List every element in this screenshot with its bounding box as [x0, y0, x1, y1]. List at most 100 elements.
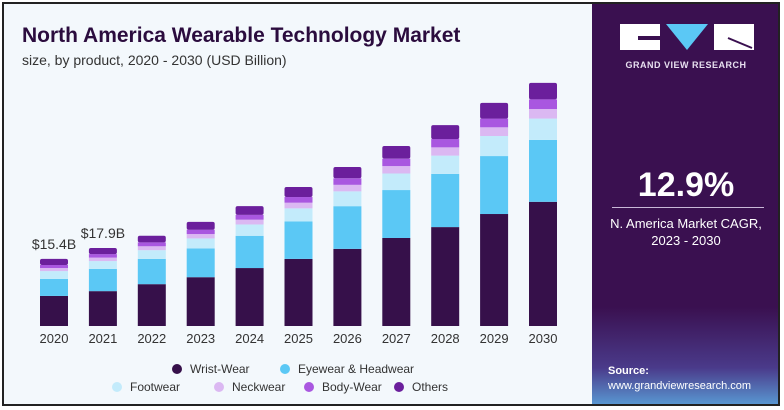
x-tick-label: 2028: [431, 331, 460, 346]
x-tick-label: 2022: [137, 331, 166, 346]
bar-segment-eyewear-headwear-2023: [186, 248, 215, 278]
bar-segment-body-wear-2029: [480, 118, 509, 128]
x-tick-label: 2021: [88, 331, 117, 346]
bar-segment-eyewear-headwear-2021: [88, 268, 117, 292]
legend-label: Footwear: [130, 380, 181, 394]
bar-segment-eyewear-headwear-2022: [137, 258, 166, 285]
bar-segment-neckwear-2024: [235, 219, 264, 225]
bar-segment-neckwear-2020: [40, 268, 68, 272]
legend-label: Wrist-Wear: [190, 362, 250, 376]
bar-segment-others-2029: [480, 102, 509, 119]
source-url[interactable]: www.grandviewresearch.com: [608, 380, 752, 392]
x-tick-label: 2025: [284, 331, 313, 346]
bar-segment-wrist-wear-2026: [333, 248, 362, 326]
bar-segment-wrist-wear-2022: [137, 284, 166, 326]
bar-segment-wrist-wear-2029: [480, 214, 509, 326]
legend-item: Body-Wear: [304, 380, 382, 394]
bar-segment-body-wear-2021: [88, 254, 117, 258]
bar-segment-others-2026: [333, 166, 362, 179]
bar-segment-body-wear-2027: [382, 158, 411, 167]
source-label: Source:: [608, 365, 649, 377]
bar-segment-footwear-2027: [382, 173, 411, 191]
bar-segment-neckwear-2027: [382, 166, 411, 174]
grand-view-research-logo: [620, 24, 754, 50]
bar-segment-eyewear-headwear-2027: [382, 190, 411, 238]
bar-segment-others-2028: [431, 125, 460, 140]
chart-frame: North America Wearable Technology Market…: [2, 2, 780, 406]
bar-segment-eyewear-headwear-2024: [235, 235, 264, 269]
bar-segment-body-wear-2022: [137, 242, 166, 247]
data-label: $17.9B: [81, 225, 125, 241]
bar-segment-wrist-wear-2028: [431, 227, 460, 326]
legend-label: Body-Wear: [322, 380, 382, 394]
legend-swatch: [394, 382, 404, 392]
bar-segment-footwear-2025: [284, 208, 313, 222]
bar-segment-eyewear-headwear-2026: [333, 206, 362, 249]
legend-item: Neckwear: [214, 380, 285, 394]
bar-segment-body-wear-2030: [529, 99, 557, 110]
cagr-label: N. America Market CAGR, 2023 - 2030: [592, 215, 778, 249]
x-tick-label: 2024: [235, 331, 264, 346]
bar-segment-footwear-2022: [137, 250, 166, 259]
legend-swatch: [304, 382, 314, 392]
legend-item: Others: [394, 380, 448, 394]
data-label: $15.4B: [32, 236, 76, 252]
legend-swatch: [280, 364, 290, 374]
bar-segment-footwear-2028: [431, 155, 460, 174]
x-tick-label: 2029: [480, 331, 509, 346]
legend-swatch: [214, 382, 224, 392]
chart-subtitle: size, by product, 2020 - 2030 (USD Billi…: [22, 52, 287, 68]
bar-segment-others-2024: [235, 206, 264, 215]
bar-segment-neckwear-2022: [137, 246, 166, 251]
bar-segment-neckwear-2021: [88, 257, 117, 262]
bar-segment-footwear-2030: [529, 118, 557, 140]
bar-segment-neckwear-2023: [186, 234, 215, 239]
bar-segment-others-2022: [137, 235, 166, 243]
x-tick-label: 2020: [40, 331, 69, 346]
legend-swatch: [112, 382, 122, 392]
bar-segment-eyewear-headwear-2030: [529, 139, 557, 202]
bar-segment-others-2023: [186, 221, 215, 230]
stacked-bar-chart: 2020 $15.4B 2021 $17.9B 2022 2023 2024 2025 2026…: [32, 82, 558, 346]
x-tick-label: 2030: [529, 331, 558, 346]
x-tick-label: 2027: [382, 331, 411, 346]
bar-segment-footwear-2026: [333, 191, 362, 207]
cagr-label-line2: 2023 - 2030: [651, 233, 721, 248]
bar-segment-wrist-wear-2021: [88, 291, 117, 326]
bar-segment-neckwear-2029: [480, 127, 509, 137]
bar-segment-others-2021: [88, 248, 117, 255]
bar-segment-eyewear-headwear-2029: [480, 156, 509, 215]
x-tick-label: 2026: [333, 331, 362, 346]
bar-segment-footwear-2023: [186, 238, 215, 249]
legend-label: Eyewear & Headwear: [298, 362, 415, 376]
bar-segment-body-wear-2025: [284, 197, 313, 203]
brand-name: GRAND VIEW RESEARCH: [625, 60, 747, 70]
bar-segment-body-wear-2026: [333, 178, 362, 185]
bar-segment-eyewear-headwear-2028: [431, 173, 460, 228]
bar-segment-footwear-2020: [40, 271, 68, 279]
bar-segment-body-wear-2024: [235, 214, 264, 220]
bar-segment-body-wear-2020: [40, 264, 68, 269]
bar-segment-footwear-2029: [480, 136, 509, 157]
chart-title: North America Wearable Technology Market: [22, 24, 461, 47]
bar-segment-neckwear-2030: [529, 109, 557, 119]
cagr-value: 12.9%: [637, 166, 735, 204]
bar-segment-neckwear-2025: [284, 202, 313, 209]
bar-segment-footwear-2024: [235, 224, 264, 236]
bar-segment-body-wear-2028: [431, 139, 460, 148]
divider: [612, 207, 764, 208]
bar-segment-wrist-wear-2025: [284, 258, 313, 326]
info-panel: GRAND VIEW RESEARCH 12.9% N. America Mar…: [592, 4, 778, 404]
legend-item: Footwear: [112, 380, 180, 394]
bar-segment-footwear-2021: [88, 261, 117, 269]
x-tick-label: 2023: [186, 331, 215, 346]
bar-segment-others-2030: [529, 82, 557, 100]
cagr-label-line1: N. America Market CAGR,: [610, 216, 762, 231]
bar-segment-neckwear-2028: [431, 147, 460, 156]
bar-segment-wrist-wear-2027: [382, 237, 411, 326]
bar-segment-body-wear-2023: [186, 229, 215, 235]
legend-item: Eyewear & Headwear: [280, 362, 414, 376]
bar-segment-others-2025: [284, 187, 313, 198]
bar-segment-eyewear-headwear-2020: [40, 278, 68, 296]
bar-segment-neckwear-2026: [333, 184, 362, 192]
